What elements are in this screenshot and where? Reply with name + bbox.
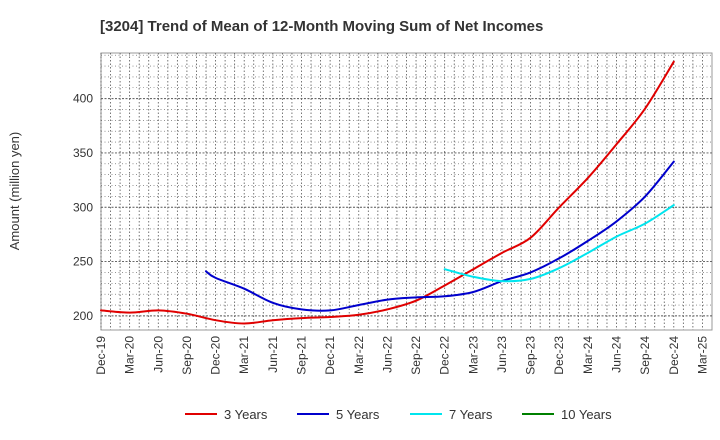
y-axis-label: Amount (million yen) bbox=[7, 132, 22, 251]
x-tick-label: Mar-23 bbox=[466, 336, 480, 374]
x-tick-label: Mar-22 bbox=[352, 336, 366, 374]
y-tick-label: 400 bbox=[73, 92, 93, 106]
series-line-3-years bbox=[100, 60, 675, 325]
legend-label-7-years: 7 Years bbox=[449, 407, 493, 422]
x-tick-label: Mar-20 bbox=[123, 336, 137, 374]
x-tick-label: Sep-20 bbox=[180, 336, 194, 375]
x-tick-label: Dec-23 bbox=[552, 336, 566, 375]
x-tick-label: Sep-23 bbox=[524, 336, 538, 375]
legend: 3 Years 5 Years 7 Years 10 Years bbox=[185, 407, 612, 422]
y-tick-label: 250 bbox=[73, 255, 93, 269]
y-tick-label: 350 bbox=[73, 146, 93, 160]
x-tick-label: Jun-20 bbox=[151, 336, 165, 373]
x-tick-label: Dec-24 bbox=[667, 336, 681, 375]
series-line-7-years bbox=[443, 204, 675, 283]
x-tick-label: Sep-21 bbox=[294, 336, 308, 375]
y-tick-label: 300 bbox=[73, 200, 93, 214]
x-tick-label: Mar-25 bbox=[695, 336, 709, 374]
x-tick-label: Dec-19 bbox=[94, 336, 108, 375]
legend-label-3-years: 3 Years bbox=[224, 407, 268, 422]
x-tick-label: Jun-22 bbox=[380, 336, 394, 373]
legend-label-10-years: 10 Years bbox=[561, 407, 612, 422]
series-line-5-years bbox=[205, 160, 675, 312]
y-axis-ticks: 200 250 300 350 400 bbox=[73, 92, 93, 323]
chart-title: [3204] Trend of Mean of 12-Month Moving … bbox=[100, 18, 543, 35]
legend-label-5-years: 5 Years bbox=[336, 407, 380, 422]
x-tick-label: Mar-24 bbox=[581, 336, 595, 374]
x-tick-label: Dec-21 bbox=[323, 336, 337, 375]
y-tick-label: 200 bbox=[73, 309, 93, 323]
series-lines bbox=[100, 60, 675, 325]
x-tick-label: Dec-20 bbox=[209, 336, 223, 375]
x-tick-label: Mar-21 bbox=[237, 336, 251, 374]
x-tick-label: Jun-23 bbox=[495, 336, 509, 373]
x-axis-ticks: Dec-19 Mar-20 Jun-20 Sep-20 Dec-20 Mar-21 Jun-… bbox=[94, 336, 709, 375]
x-tick-label: Jun-24 bbox=[610, 336, 624, 373]
x-tick-label: Jun-21 bbox=[266, 336, 280, 373]
x-tick-label: Sep-22 bbox=[409, 336, 423, 375]
x-tick-label: Dec-22 bbox=[438, 336, 452, 375]
x-tick-label: Sep-24 bbox=[638, 336, 652, 375]
grid bbox=[100, 53, 712, 330]
